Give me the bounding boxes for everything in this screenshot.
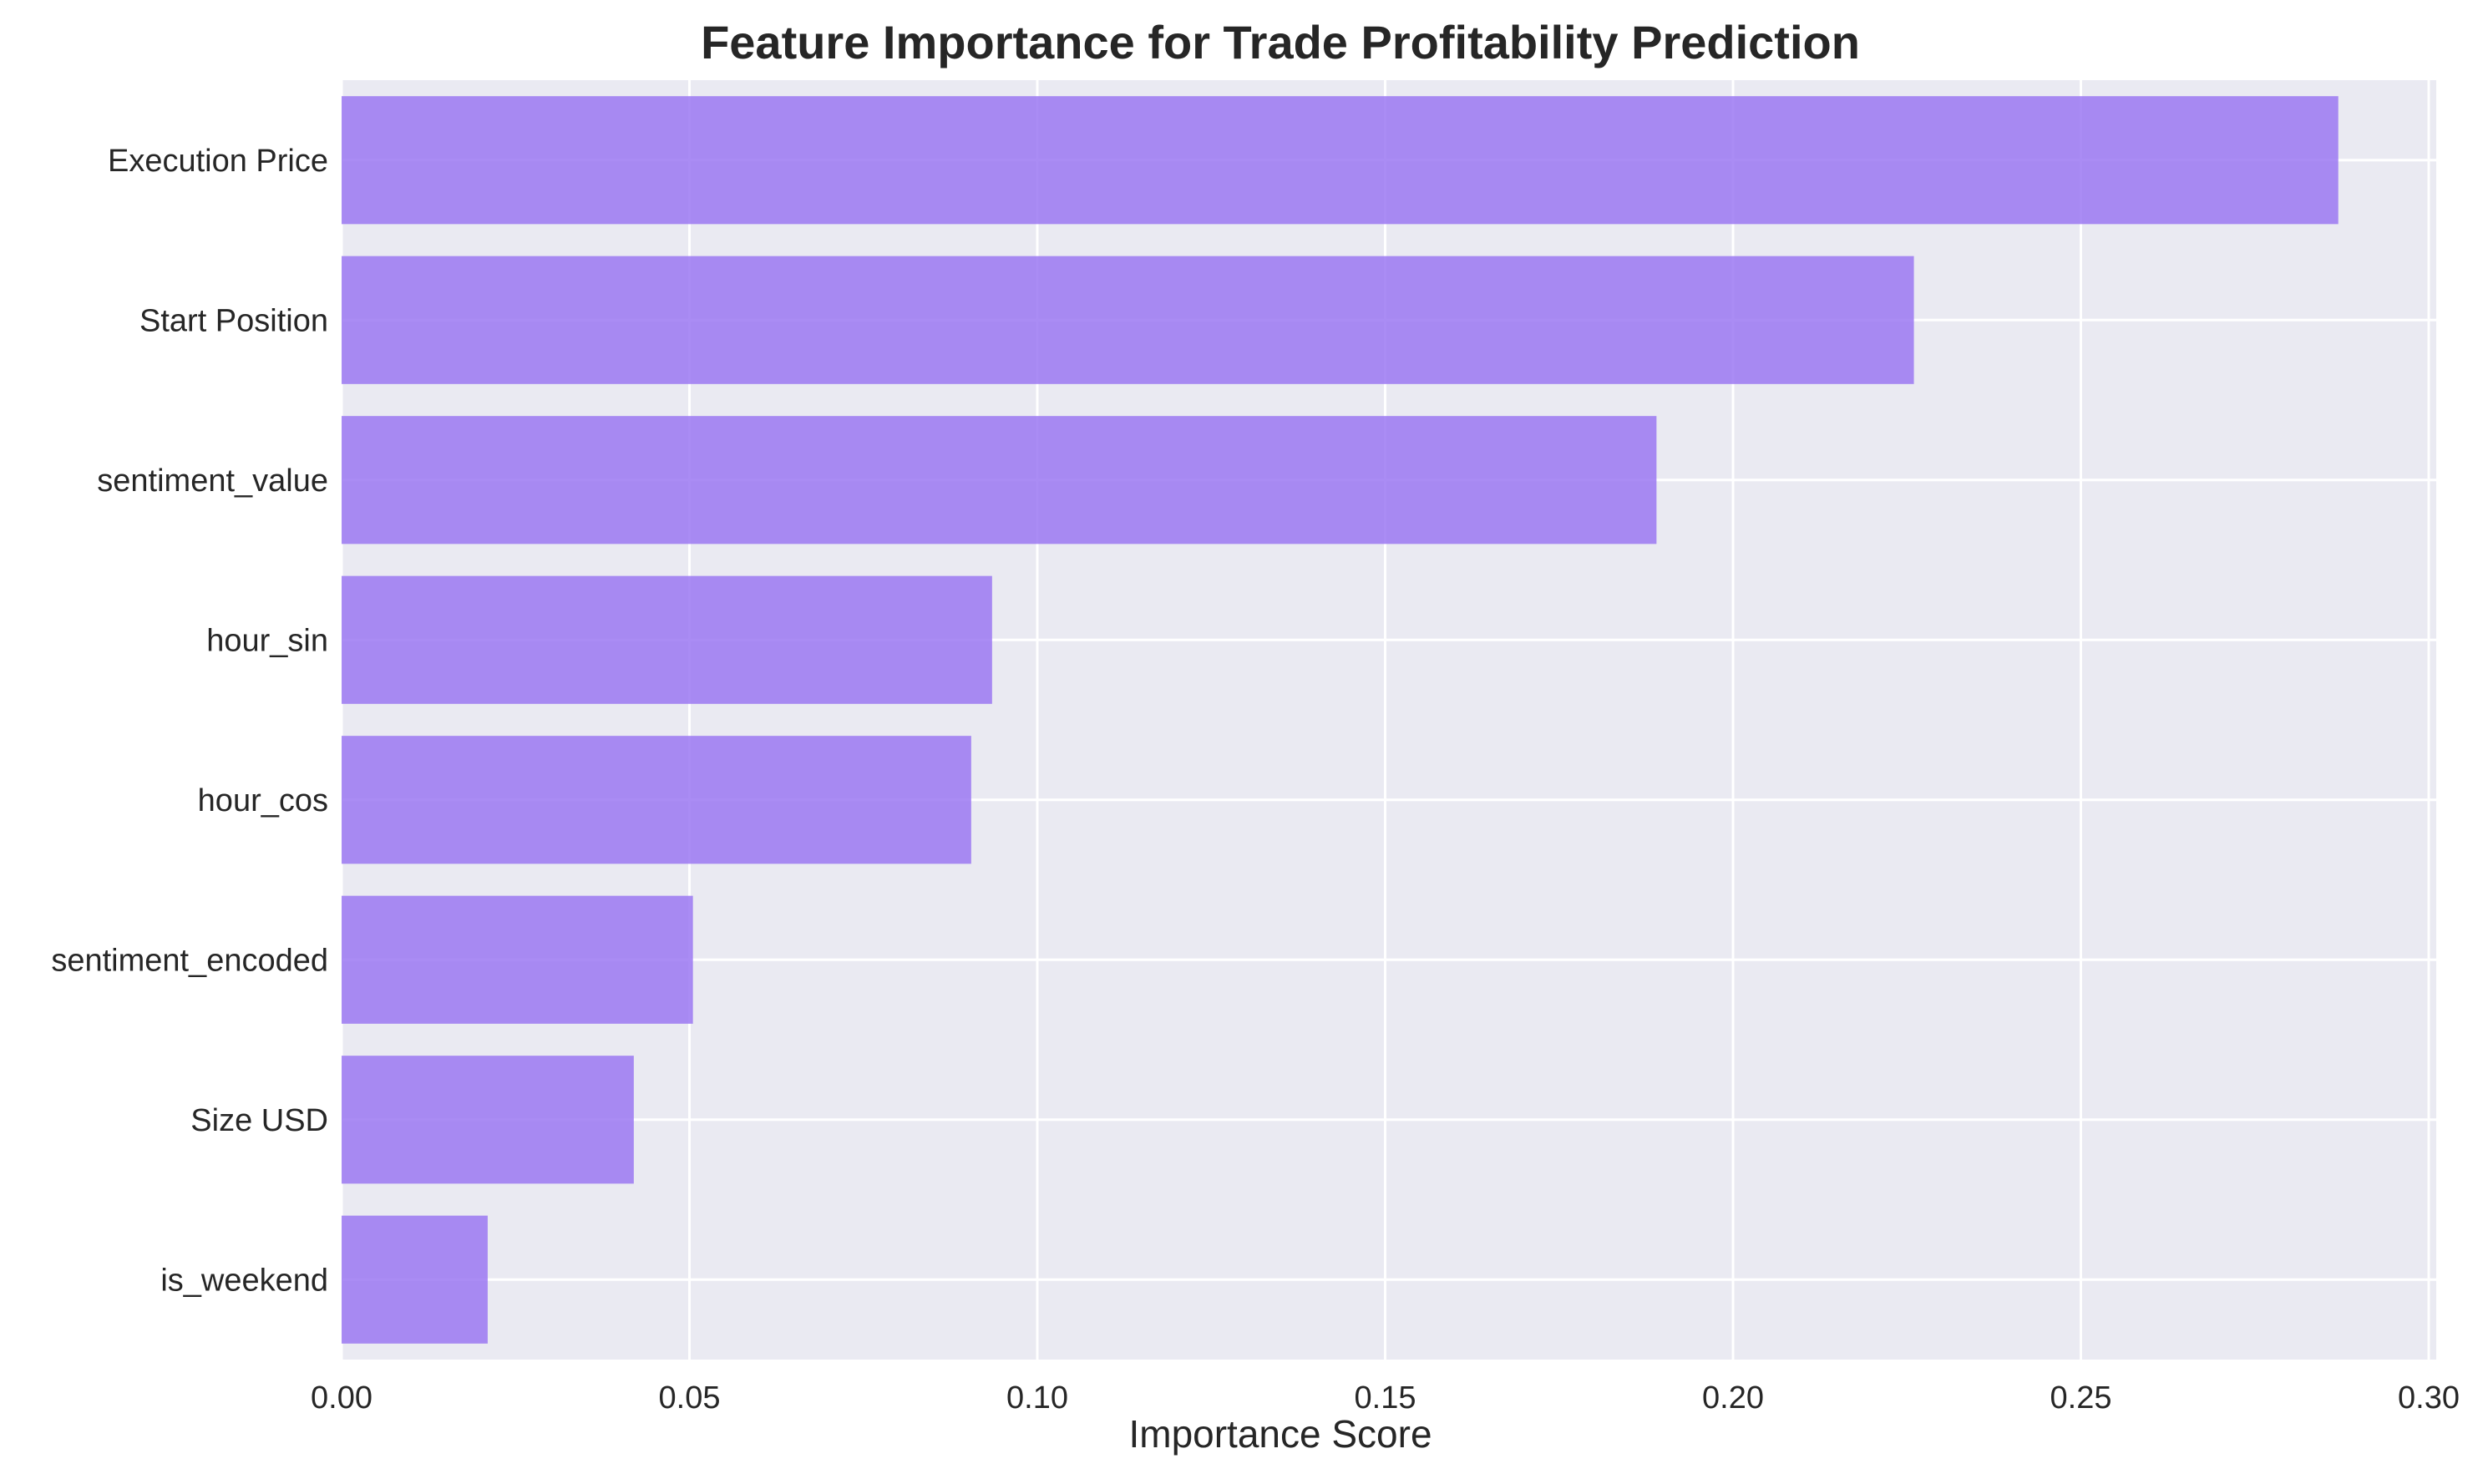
bar-is-weekend <box>342 1215 488 1344</box>
bar-start-position <box>342 256 1914 384</box>
y-tick-label: sentiment_value <box>97 463 328 499</box>
bar-hour-cos <box>342 736 971 864</box>
x-tick-label: 0.10 <box>1006 1380 1068 1416</box>
x-axis-label: Importance Score <box>1128 1412 1432 1456</box>
x-tick-label: 0.15 <box>1355 1380 1416 1416</box>
y-tick-label: hour_sin <box>206 623 328 658</box>
x-tick-label: 0.25 <box>2050 1380 2112 1416</box>
bar-size-usd <box>342 1056 634 1184</box>
bar-sentiment-encoded <box>342 895 693 1024</box>
y-tick-label: Size USD <box>190 1103 328 1138</box>
y-tick-label: Start Position <box>139 303 328 338</box>
x-tick-label: 0.00 <box>311 1380 372 1416</box>
x-tick-label: 0.05 <box>659 1380 721 1416</box>
bar-sentiment-value <box>342 416 1657 544</box>
y-tick-label: sentiment_encoded <box>51 943 328 978</box>
bar-execution-price <box>342 96 2339 225</box>
chart-title: Feature Importance for Trade Profitabili… <box>701 16 1860 68</box>
x-tick-label: 0.20 <box>1702 1380 1764 1416</box>
y-tick-label: Execution Price <box>108 144 328 179</box>
x-tick-label: 0.30 <box>2398 1380 2460 1416</box>
y-tick-label: hour_cos <box>198 783 328 818</box>
bar-hour-sin <box>342 575 992 704</box>
y-tick-label: is_weekend <box>160 1263 328 1298</box>
